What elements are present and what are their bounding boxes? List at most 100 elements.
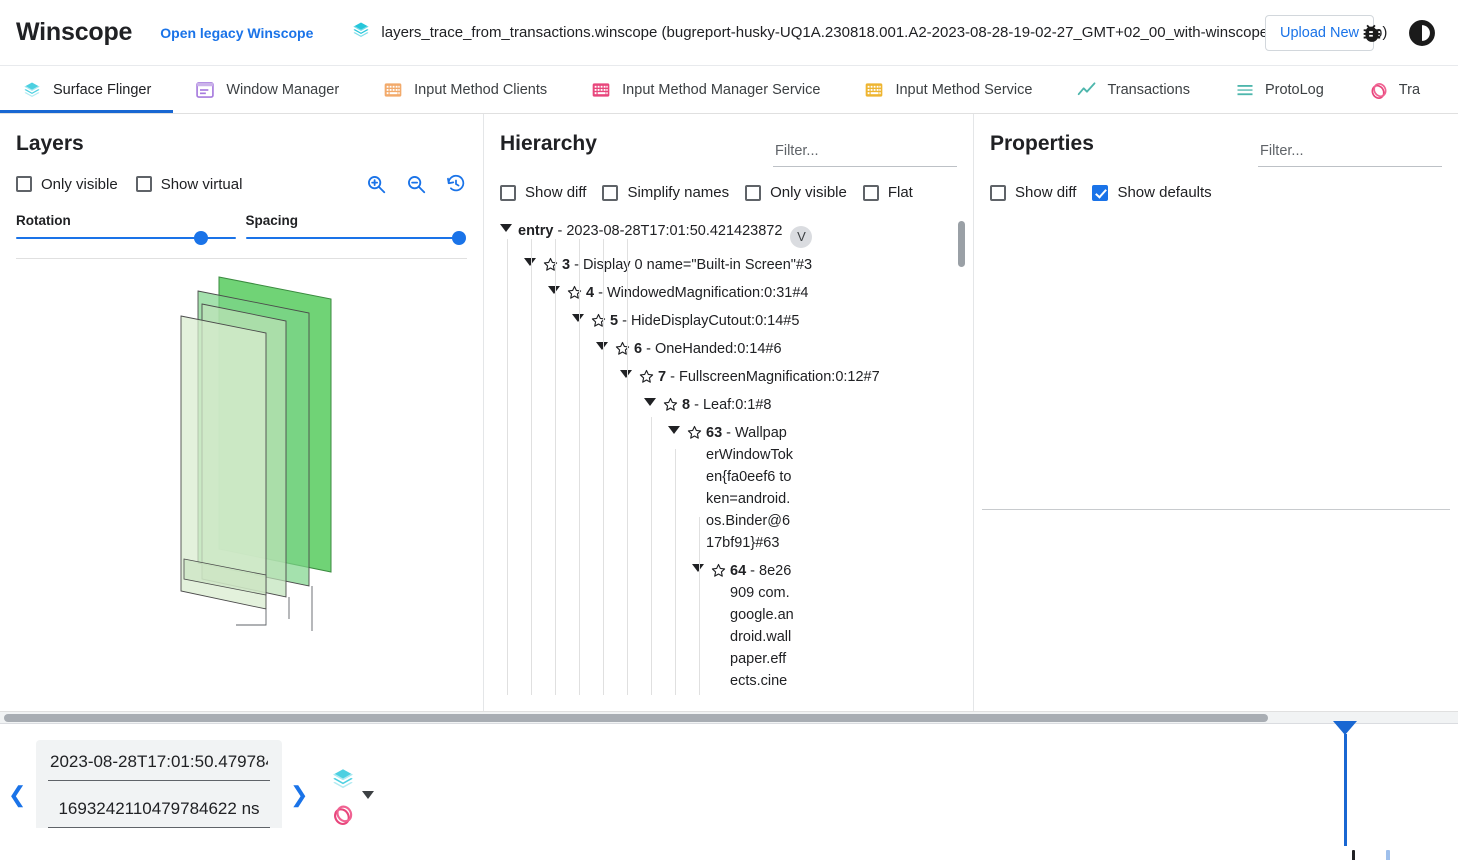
transitions-spiral-icon[interactable]	[330, 802, 356, 833]
tab-label: Input Method Service	[895, 81, 1033, 98]
tab-label: ProtoLog	[1264, 81, 1324, 98]
only-visible-checkbox[interactable]: Only visible	[16, 176, 118, 193]
tab-protolog[interactable]: ProtoLog	[1212, 66, 1346, 113]
keyboard-icon	[864, 80, 884, 100]
playhead-handle[interactable]	[1333, 721, 1357, 735]
tree-node-label: entry - 2023-08-28T17:01:50.421423872 V	[518, 217, 813, 251]
tree-node-wallpaperwindowtoken[interactable]: 63 - WallpaperWindowToken{fa0eef6 token=…	[494, 419, 794, 557]
spacing-slider-group: Spacing	[245, 213, 466, 246]
chevron-down-icon[interactable]	[542, 279, 566, 294]
slider-rail	[16, 237, 236, 239]
chevron-down-icon[interactable]	[590, 335, 614, 350]
tab-transactions[interactable]: Transactions	[1054, 66, 1211, 113]
show-virtual-checkbox[interactable]: Show virtual	[135, 175, 243, 193]
chevron-down-icon[interactable]	[662, 419, 686, 434]
trend-line-icon	[1076, 80, 1096, 100]
properties-show-diff-checkbox[interactable]: Show diff	[990, 184, 1076, 201]
hierarchy-simplify-names-checkbox[interactable]: Simplify names	[602, 184, 729, 201]
human-timestamp-input[interactable]	[50, 752, 268, 772]
star-outline-icon[interactable]	[638, 363, 658, 389]
spacing-slider-knob[interactable]	[451, 231, 466, 245]
hierarchy-scrollbar-thumb[interactable]	[958, 221, 965, 267]
star-outline-icon[interactable]	[590, 307, 610, 333]
window-icon	[195, 80, 215, 100]
tab-input-method-clients[interactable]: Input Method Clients	[361, 66, 569, 113]
open-legacy-winscope-link[interactable]: Open legacy Winscope	[160, 24, 314, 41]
tree-node-id: 4	[586, 285, 595, 301]
hierarchy-only-visible-checkbox[interactable]: Only visible	[745, 184, 847, 201]
tree-node-text: - 8e26909 com.google.android.wallpaper.e…	[730, 563, 794, 689]
chevron-left-icon[interactable]: ❮	[8, 782, 27, 807]
tree-node-label: 4 - WindowedMagnification:0:31#4	[586, 279, 808, 307]
tree-node-leaf[interactable]: 8 - Leaf:0:1#8	[494, 391, 874, 419]
chevron-down-icon[interactable]	[494, 217, 518, 232]
spacing-slider[interactable]	[245, 230, 466, 246]
tab-transitions[interactable]: Tra	[1346, 66, 1442, 113]
tree-node-display0[interactable]: 3 - Display 0 name="Built-in Screen"#3	[494, 251, 924, 279]
star-outline-icon[interactable]	[662, 391, 682, 417]
checkbox-label: Show virtual	[160, 175, 243, 193]
layers-3d-viewer[interactable]: ScreenDecorHwcOverlay#62 NavigationBar0#…	[0, 259, 483, 655]
dark-mode-toggle-icon[interactable]	[1408, 19, 1436, 47]
star-outline-icon[interactable]	[542, 251, 562, 277]
properties-show-defaults-checkbox[interactable]: Show defaults	[1092, 184, 1212, 201]
tab-surface-flinger[interactable]: Surface Flinger	[0, 66, 174, 113]
chevron-right-icon[interactable]: ❯	[290, 782, 309, 807]
chevron-down-icon[interactable]	[686, 557, 710, 572]
bug-report-icon[interactable]	[1360, 22, 1382, 44]
ns-timestamp-input[interactable]	[50, 799, 268, 819]
tree-node-windowedmagnification[interactable]: 4 - WindowedMagnification:0:31#4	[494, 279, 914, 307]
horizontal-scrollbar[interactable]	[0, 711, 1458, 723]
rotation-slider-knob[interactable]	[193, 231, 208, 245]
tab-label: Input Method Clients	[414, 81, 548, 98]
app-header: Winscope Open legacy Winscope layers_tra…	[0, 0, 1458, 66]
upload-new-button[interactable]: Upload New	[1265, 14, 1374, 51]
viewer-sliders: Rotation Spacing	[16, 213, 467, 246]
transitions-spiral-icon	[1368, 80, 1388, 100]
tree-node-cinematicwallpaperservice[interactable]: 64 - 8e26909 com.google.android.wallpape…	[494, 557, 794, 695]
loaded-file-name: layers_trace_from_transactions.winscope …	[381, 24, 1388, 41]
tab-input-method-service[interactable]: Input Method Service	[842, 66, 1054, 113]
checkbox-box	[16, 176, 32, 192]
tab-window-manager[interactable]: Window Manager	[173, 66, 361, 113]
layers-panel: Layers Only visible Show virtual	[0, 114, 484, 711]
tab-input-method-manager-service[interactable]: Input Method Manager Service	[569, 66, 842, 113]
playhead-line	[1344, 734, 1347, 846]
tree-node-onehanded[interactable]: 6 - OneHanded:0:14#6	[494, 335, 894, 363]
hierarchy-show-diff-checkbox[interactable]: Show diff	[500, 184, 586, 201]
restore-history-icon[interactable]	[445, 173, 467, 195]
properties-header: Properties	[974, 114, 1458, 167]
ns-timestamp-field[interactable]	[48, 795, 270, 828]
hierarchy-filter-input[interactable]	[773, 140, 957, 167]
checkbox-box	[862, 184, 879, 201]
hierarchy-flat-checkbox[interactable]: Flat	[862, 184, 913, 201]
star-outline-icon[interactable]	[566, 279, 586, 305]
zoom-in-icon[interactable]	[365, 173, 387, 195]
chevron-down-icon[interactable]	[566, 307, 590, 322]
tree-node-text: - HideDisplayCutout:0:14#5	[618, 313, 800, 329]
chevron-down-icon[interactable]	[362, 786, 374, 804]
layers-stack-icon	[351, 20, 371, 45]
rotation-slider[interactable]	[16, 230, 236, 246]
chevron-down-icon[interactable]	[614, 363, 638, 378]
hierarchy-tree[interactable]: entry - 2023-08-28T17:01:50.421423872 V 3	[484, 217, 973, 695]
horizontal-scrollbar-thumb[interactable]	[4, 714, 1268, 722]
star-outline-icon[interactable]	[710, 557, 730, 583]
star-outline-icon[interactable]	[614, 335, 634, 361]
visibility-chip[interactable]: V	[790, 226, 813, 248]
chevron-down-icon[interactable]	[518, 251, 542, 266]
properties-options-row: Show diff Show defaults	[974, 184, 1458, 201]
zoom-out-icon[interactable]	[405, 173, 427, 195]
human-timestamp-field[interactable]	[48, 748, 270, 781]
tree-node-hidedisplaycutout[interactable]: 5 - HideDisplayCutout:0:14#5	[494, 307, 904, 335]
layers-stack-icon[interactable]	[330, 766, 356, 797]
list-lines-icon	[1234, 80, 1254, 100]
tree-node-fullscreenmagnification[interactable]: 7 - FullscreenMagnification:0:12#7	[494, 363, 884, 391]
tree-node-label: 6 - OneHanded:0:14#6	[634, 335, 782, 363]
layers-3d-canvas[interactable]	[0, 259, 483, 655]
chevron-down-icon[interactable]	[638, 391, 662, 406]
tree-node-entry[interactable]: entry - 2023-08-28T17:01:50.421423872 V	[494, 217, 934, 251]
properties-filter-input[interactable]	[1258, 140, 1442, 167]
star-outline-icon[interactable]	[686, 419, 706, 445]
tree-node-id: 8	[682, 397, 691, 413]
